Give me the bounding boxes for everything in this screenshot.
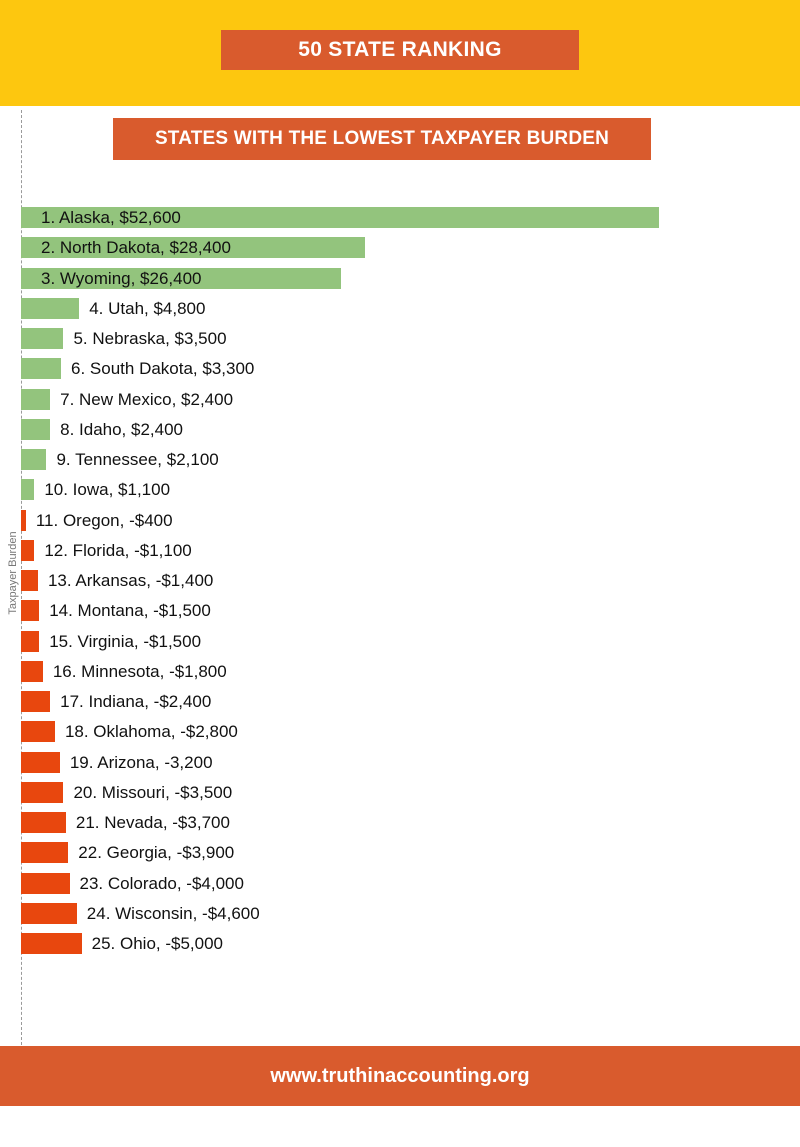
bar-arkansas <box>21 570 38 591</box>
bar-label: 3. Wyoming, $26,400 <box>41 268 202 288</box>
bar-label: 6. South Dakota, $3,300 <box>71 359 255 379</box>
bar-label: 20. Missouri, -$3,500 <box>73 782 233 802</box>
bar-label: 10. Iowa, $1,100 <box>44 480 171 500</box>
bar-label: 5. Nebraska, $3,500 <box>73 329 227 348</box>
bar-north-dakota <box>21 237 366 259</box>
chart-title: STATES WITH THE LOWEST TAXPAYER BURDEN <box>113 118 651 160</box>
bar-montana <box>21 600 40 622</box>
bar-label: 23. Colorado, -$4,000 <box>79 873 244 893</box>
bar-label: 7. New Mexico, $2,400 <box>60 389 234 409</box>
bar-label: 4. Utah, $4,800 <box>89 298 206 318</box>
bar-label: 15. Virginia, -$1,500 <box>49 631 202 651</box>
bar-oregon <box>21 509 26 531</box>
footer-bar: www.truthinaccounting.org <box>0 1046 800 1106</box>
bar-new-mexico <box>21 388 51 410</box>
bar-south-dakota <box>21 358 62 380</box>
footer-url[interactable]: www.truthinaccounting.org <box>270 1064 530 1087</box>
bar-colorado <box>21 872 70 894</box>
bar-ohio <box>21 933 82 954</box>
bar-label: 11. Oregon, -$400 <box>35 510 173 530</box>
bar-label: 19. Arizona, -3,200 <box>69 752 213 772</box>
bar-label: 2. North Dakota, $28,400 <box>41 238 231 258</box>
bar-label: 12. Florida, -$1,100 <box>44 540 192 560</box>
bar-alaska <box>21 207 659 228</box>
bar-label: 9. Tennessee, $2,100 <box>56 450 219 469</box>
bar-wisconsin <box>21 902 77 924</box>
bar-nebraska <box>21 328 64 349</box>
bar-label: 24. Wisconsin, -$4,600 <box>86 903 260 923</box>
bar-label: 21. Nevada, -$3,700 <box>75 813 230 832</box>
bar-label: 1. Alaska, $52,600 <box>41 208 181 227</box>
bar-label: 13. Arkansas, -$1,400 <box>47 571 214 590</box>
bar-nevada <box>21 812 66 833</box>
bar-wyoming <box>21 267 342 289</box>
bar-florida <box>21 539 35 561</box>
bar-virginia <box>21 630 40 652</box>
bar-minnesota <box>21 660 43 682</box>
bar-iowa <box>21 479 35 501</box>
bar-tennessee <box>21 449 47 470</box>
bar-indiana <box>21 691 51 712</box>
page-title: 50 STATE RANKING <box>221 30 579 70</box>
bar-utah <box>21 297 80 319</box>
bar-arizona <box>21 751 60 773</box>
bar-label: 14. Montana, -$1,500 <box>49 601 211 621</box>
bar-label: 17. Indiana, -$2,400 <box>60 692 212 711</box>
bar-label: 18. Oklahoma, -$2,800 <box>64 722 238 742</box>
bar-label: 8. Idaho, $2,400 <box>60 419 183 439</box>
bar-oklahoma <box>21 721 55 743</box>
bar-missouri <box>21 781 64 803</box>
bar-georgia <box>21 842 69 864</box>
bar-label: 25. Ohio, -$5,000 <box>91 934 224 953</box>
y-axis-label: Taxpayer Burden <box>7 531 19 615</box>
bar-label: 16. Minnesota, -$1,800 <box>52 661 227 681</box>
bar-label: 22. Georgia, -$3,900 <box>78 843 235 863</box>
bar-idaho <box>21 418 51 440</box>
